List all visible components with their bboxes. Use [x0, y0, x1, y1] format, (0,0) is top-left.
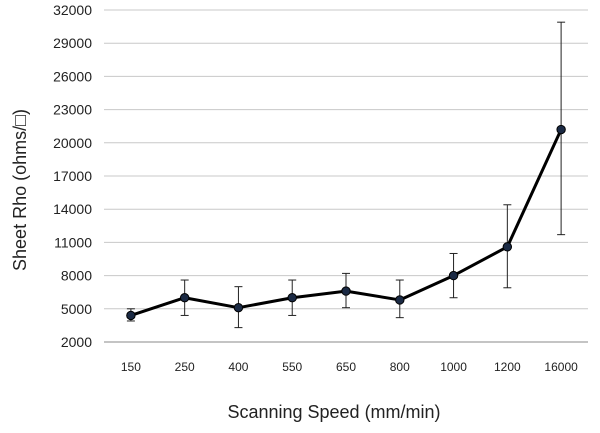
data-point-550 [287, 293, 297, 303]
y-tick-label-5000: 5000 [61, 301, 92, 317]
y-tick-label-29000: 29000 [53, 35, 92, 51]
y-tick-label-32000: 32000 [53, 2, 92, 18]
x-tick-label-16000: 16000 [544, 360, 578, 374]
x-tick-label-1000: 1000 [440, 360, 467, 374]
x-tick-label-1200: 1200 [494, 360, 521, 374]
y-tick-label-8000: 8000 [61, 268, 92, 284]
error-bars [126, 21, 566, 329]
data-point-400 [233, 302, 244, 313]
x-axis-title: Scanning Speed (mm/min) [227, 402, 440, 422]
y-tick-labels: 2000 5000 8000 11000 14000 17000 20000 23000 260… [53, 2, 92, 350]
data-point-250 [179, 293, 190, 303]
y-tick-label-26000: 26000 [53, 68, 92, 84]
y-tick-label-2000: 2000 [61, 334, 92, 350]
data-point-800 [395, 295, 405, 305]
y-axis-title: Sheet Rho (ohms/□) [10, 109, 30, 271]
data-point-650 [341, 286, 351, 296]
x-tick-label-800: 800 [390, 360, 410, 374]
data-point-16000 [556, 124, 566, 135]
x-tick-label-400: 400 [228, 360, 248, 374]
y-tick-label-23000: 23000 [53, 102, 92, 118]
data-point-150 [126, 310, 136, 321]
x-tick-label-650: 650 [336, 360, 356, 374]
data-point-1000 [448, 270, 459, 281]
data-points [126, 124, 566, 321]
x-tick-label-150: 150 [121, 360, 141, 374]
y-tick-label-20000: 20000 [53, 135, 92, 151]
x-tick-label-250: 250 [175, 360, 195, 374]
x-tick-labels: 150 250 400 550 650 800 1000 1200 16000 [121, 360, 578, 374]
x-tick-label-550: 550 [282, 360, 302, 374]
y-tick-label-11000: 11000 [54, 234, 92, 250]
y-tick-label-17000: 17000 [53, 168, 92, 184]
y-tick-label-14000: 14000 [53, 201, 92, 217]
data-point-1200 [502, 242, 513, 252]
